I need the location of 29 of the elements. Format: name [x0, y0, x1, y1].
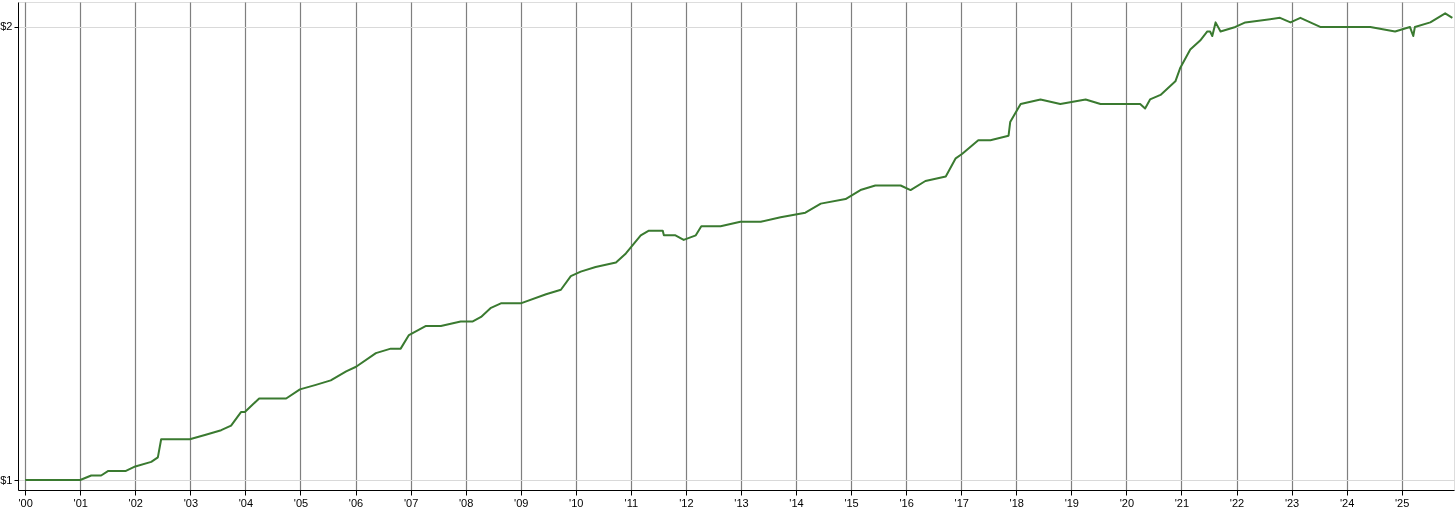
x-tick-label: '17 — [954, 496, 969, 509]
x-tick-label: '06 — [348, 496, 364, 509]
x-tick-label: '01 — [73, 496, 88, 509]
x-tick-label: '15 — [844, 496, 859, 509]
x-tick-label: '00 — [18, 496, 33, 509]
x-tick-label: '02 — [128, 496, 143, 509]
x-tick-label: '24 — [1339, 496, 1355, 509]
x-tick-label: '12 — [679, 496, 694, 509]
x-tick-label: '16 — [899, 496, 914, 509]
x-tick-label: '07 — [403, 496, 419, 509]
line-series — [24, 12, 1454, 482]
x-tick-label: '13 — [734, 496, 749, 509]
x-tick-label: '04 — [238, 496, 254, 509]
x-tick-label: '21 — [1174, 496, 1190, 509]
x-tick-label: '11 — [624, 496, 639, 509]
x-tick-label: '09 — [514, 496, 529, 509]
x-tick-label: '25 — [1395, 496, 1410, 509]
y-tick-label: $2 — [0, 20, 13, 33]
x-tick-label: '03 — [183, 496, 199, 509]
x-tick-label: '23 — [1284, 496, 1300, 509]
x-tick-label: '19 — [1064, 496, 1079, 509]
x-tick-label: '18 — [1009, 496, 1024, 509]
x-tick-label: '20 — [1119, 496, 1135, 509]
x-tick-label: '05 — [293, 496, 309, 509]
x-tick-label: '22 — [1229, 496, 1245, 509]
y-tick-label: $1 — [0, 473, 13, 486]
x-tick-label: '10 — [569, 496, 584, 509]
x-tick-label: '08 — [458, 496, 474, 509]
x-tick-label: '14 — [789, 496, 804, 509]
